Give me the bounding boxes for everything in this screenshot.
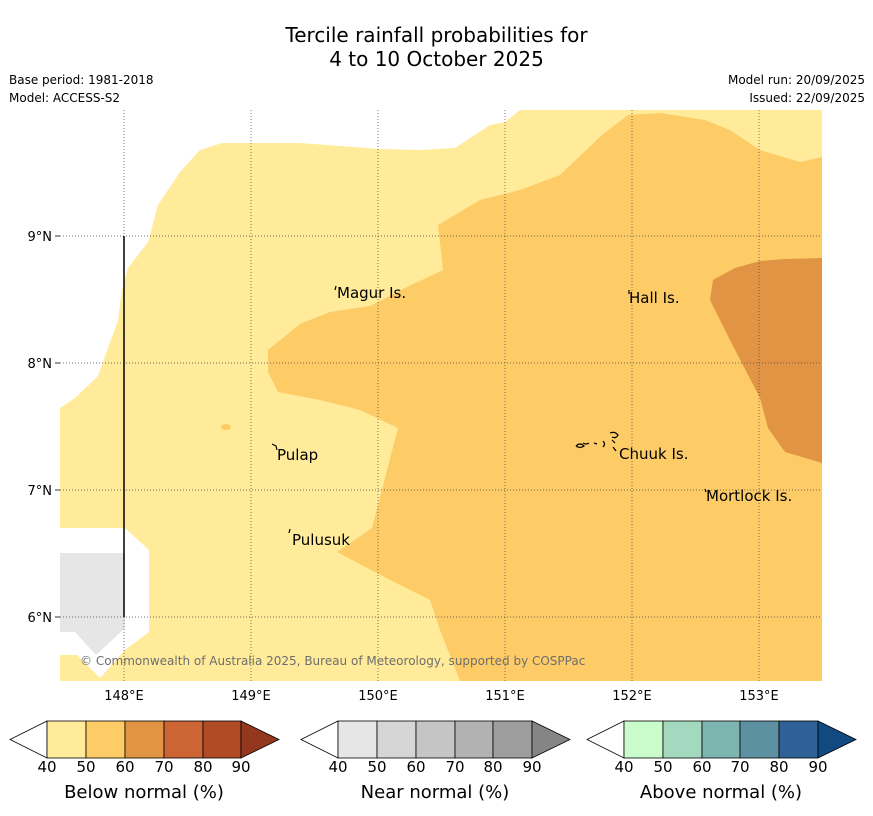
place-labels: Magur Is. Hall Is. Pulap Chuuk Is. Mortl… bbox=[277, 284, 792, 549]
region-near-40 bbox=[60, 553, 125, 655]
legend-above: 40 50 60 70 80 90 Above normal (%) bbox=[586, 720, 857, 803]
copyright-text: © Commonwealth of Australia 2025, Bureau… bbox=[80, 654, 585, 668]
chuuk-lagoon-marks bbox=[575, 431, 619, 452]
legend-above-min-arrow bbox=[586, 720, 625, 759]
legend-tick: 60 bbox=[406, 758, 425, 776]
legend-near-label: Near normal (%) bbox=[361, 782, 510, 803]
model-text: Model: ACCESS-S2 bbox=[9, 91, 121, 105]
magur-island-mark bbox=[334, 285, 337, 291]
legend-tick: 70 bbox=[445, 758, 464, 776]
legend-near-swatch bbox=[492, 720, 533, 759]
issued-text: Issued: 22/09/2025 bbox=[749, 91, 865, 105]
place-chuuk: Chuuk Is. bbox=[619, 445, 688, 463]
legend-tick: 60 bbox=[115, 758, 134, 776]
lat-label: 7°N bbox=[28, 484, 53, 499]
legend-below-max-arrow bbox=[240, 720, 280, 759]
place-mortlock: Mortlock Is. bbox=[706, 487, 792, 505]
legend-above-max-arrow bbox=[817, 720, 857, 759]
region-below-60 bbox=[268, 113, 822, 681]
place-magur: Magur Is. bbox=[337, 284, 406, 302]
lon-label: 151°E bbox=[485, 689, 525, 704]
legend-below-swatch bbox=[85, 720, 126, 759]
legend-tick: 50 bbox=[76, 758, 95, 776]
pulap-island-mark bbox=[271, 443, 278, 451]
legend-near-max-arrow bbox=[531, 720, 571, 759]
legend-above-swatch bbox=[623, 720, 664, 759]
legend-near-swatch bbox=[454, 720, 494, 759]
legend-near: 40 50 60 70 80 90 Near normal (%) bbox=[300, 720, 571, 803]
legend-above-swatch bbox=[739, 720, 780, 759]
probability-field bbox=[60, 110, 822, 681]
lon-label: 153°E bbox=[739, 689, 779, 704]
place-hall: Hall Is. bbox=[629, 289, 680, 307]
legend-above-swatch bbox=[778, 720, 819, 759]
legend-below-swatch bbox=[124, 720, 165, 759]
legend-tick: 80 bbox=[769, 758, 788, 776]
legend-below-swatch bbox=[202, 720, 242, 759]
legend-tick: 40 bbox=[37, 758, 56, 776]
legend-tick: 90 bbox=[522, 758, 541, 776]
legend-below: 40 50 60 70 80 90 Below normal (%) bbox=[9, 720, 280, 803]
legend-below-swatch bbox=[46, 720, 87, 759]
lat-label: 8°N bbox=[28, 357, 53, 372]
lon-label: 152°E bbox=[612, 689, 652, 704]
map-title-line1: Tercile rainfall probabilities for bbox=[285, 23, 588, 47]
pulusuk-island-mark bbox=[288, 528, 291, 534]
map-title-line2: 4 to 10 October 2025 bbox=[329, 47, 544, 71]
legend-near-swatch bbox=[376, 720, 417, 759]
legend-tick: 40 bbox=[614, 758, 633, 776]
place-pulap: Pulap bbox=[277, 446, 318, 464]
legend-near-swatch bbox=[415, 720, 456, 759]
legend-near-swatch bbox=[337, 720, 378, 759]
legend-tick: 80 bbox=[483, 758, 502, 776]
legend-tick: 40 bbox=[328, 758, 347, 776]
model-run-text: Model run: 20/09/2025 bbox=[727, 73, 865, 87]
legend-tick: 50 bbox=[367, 758, 386, 776]
legend-tick: 90 bbox=[808, 758, 827, 776]
legend-below-min-arrow bbox=[9, 720, 48, 759]
legend-near-min-arrow bbox=[300, 720, 339, 759]
legend-tick: 80 bbox=[193, 758, 212, 776]
legend-above-label: Above normal (%) bbox=[640, 782, 802, 803]
lat-label: 9°N bbox=[28, 230, 53, 245]
legend-below-label: Below normal (%) bbox=[64, 782, 224, 803]
lat-ticks bbox=[55, 235, 60, 618]
place-pulusuk: Pulusuk bbox=[292, 531, 350, 549]
legend-above-swatch bbox=[662, 720, 703, 759]
meta-right: Model run: 20/09/2025 Issued: 22/09/2025 bbox=[728, 71, 865, 107]
lat-label: 6°N bbox=[28, 611, 53, 626]
island-outlines bbox=[271, 285, 707, 534]
legend-tick: 90 bbox=[231, 758, 250, 776]
meta-left: Base period: 1981-2018 Model: ACCESS-S2 bbox=[9, 71, 154, 107]
legend-tick: 70 bbox=[154, 758, 173, 776]
mortlock-island-mark bbox=[704, 488, 707, 493]
lon-label: 149°E bbox=[231, 689, 271, 704]
legend-below-swatch bbox=[163, 720, 204, 759]
orange-blob bbox=[221, 424, 231, 430]
legend-tick: 50 bbox=[653, 758, 672, 776]
lon-label: 150°E bbox=[358, 689, 398, 704]
region-below-70 bbox=[710, 258, 822, 463]
lat-labels: 9°N 8°N 7°N 6°N bbox=[28, 230, 53, 626]
legend-tick: 60 bbox=[692, 758, 711, 776]
lon-label: 148°E bbox=[104, 689, 144, 704]
base-period-text: Base period: 1981-2018 bbox=[9, 73, 154, 87]
legend-above-swatch bbox=[701, 720, 741, 759]
legend-tick: 70 bbox=[730, 758, 749, 776]
lon-labels: 148°E 149°E 150°E 151°E 152°E 153°E bbox=[104, 689, 779, 704]
